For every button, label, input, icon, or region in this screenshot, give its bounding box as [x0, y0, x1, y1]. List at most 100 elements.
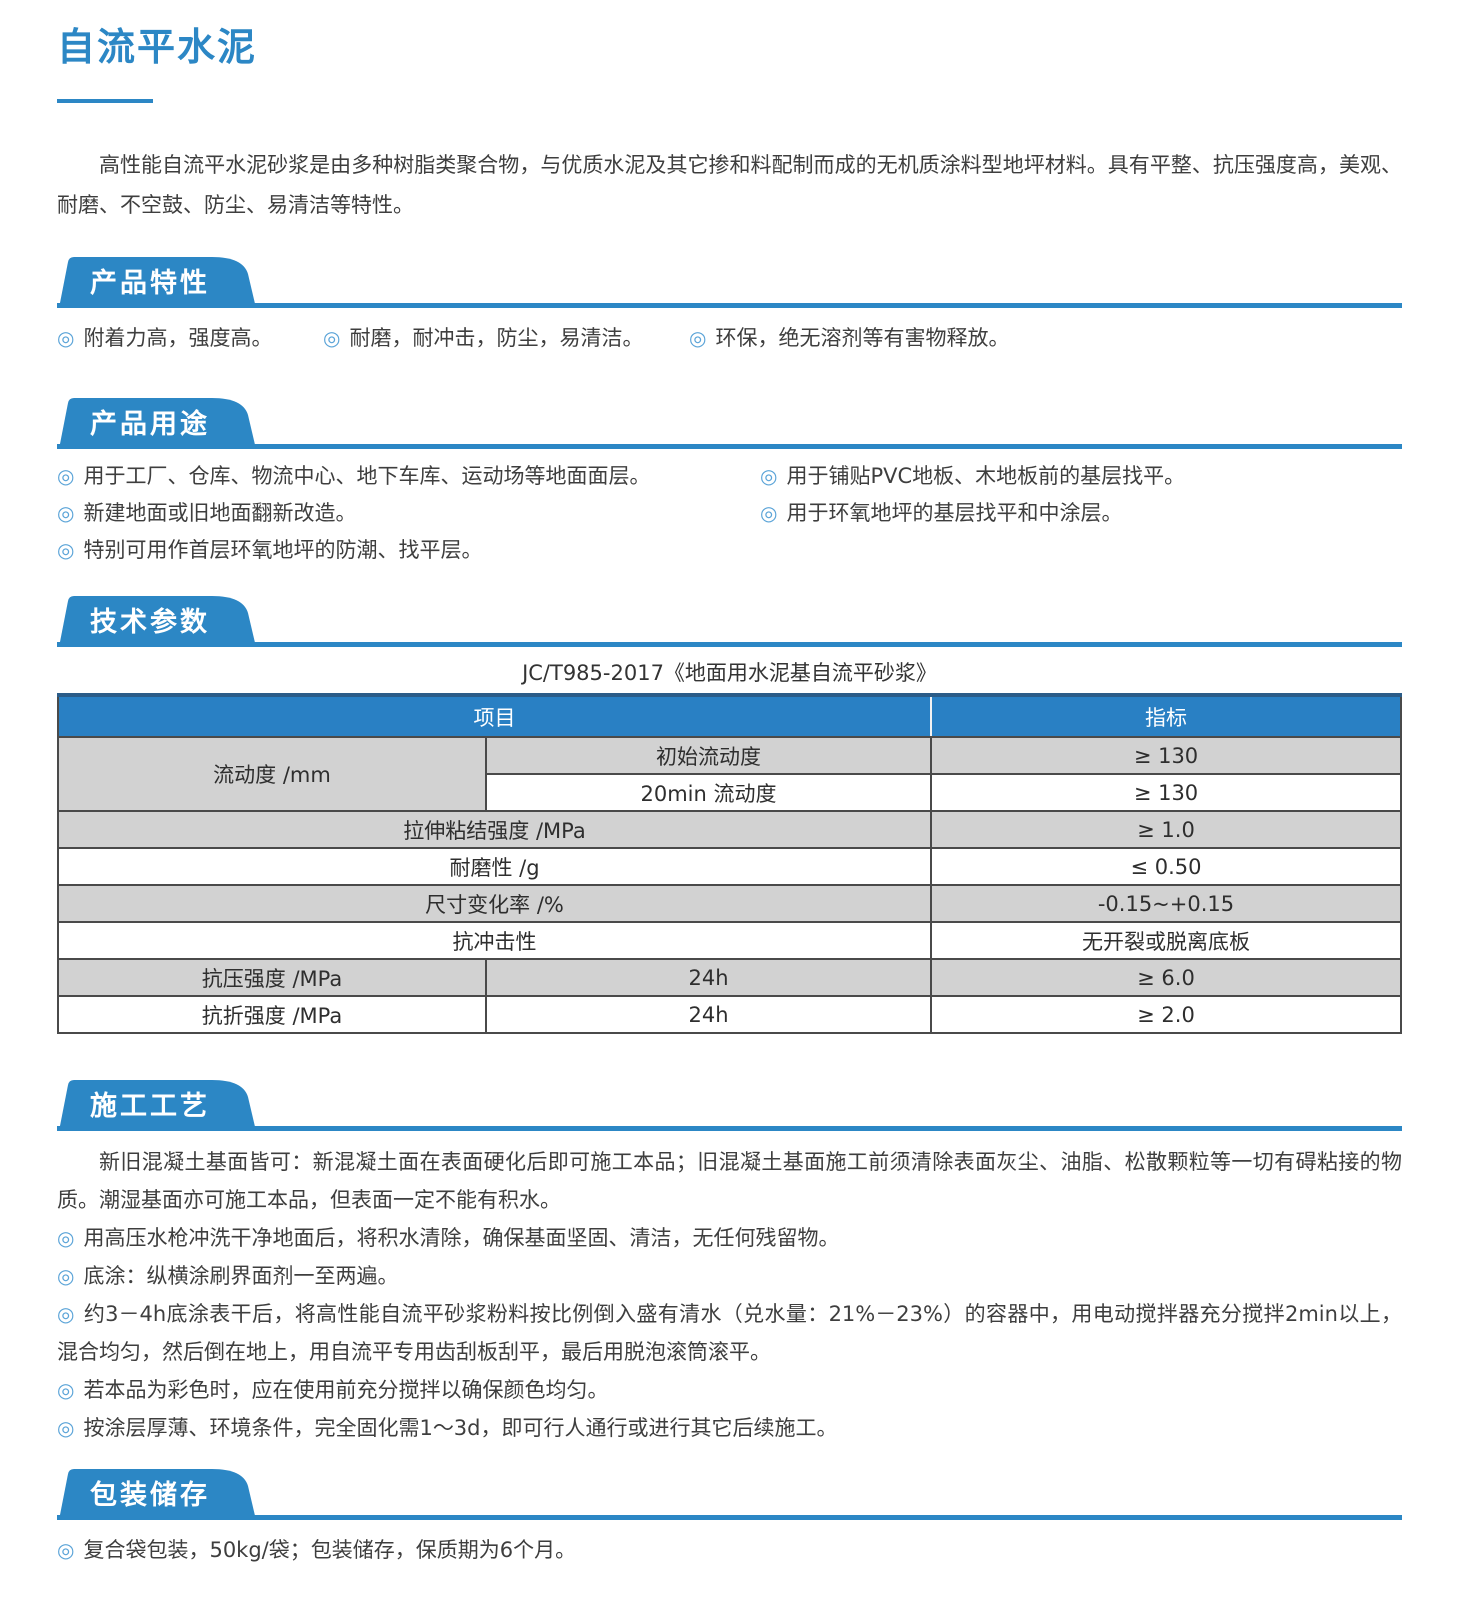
table-cell: 抗冲击性: [57, 921, 932, 960]
bullet-text: 底涂：纵横涂刷界面剂一至两遍。: [83, 1264, 399, 1288]
table-cell: 24h: [485, 995, 932, 1034]
bullet-item: ◎ 复合袋包装，50kg/袋；包装储存，保质期为6个月。: [57, 1538, 1402, 1562]
bullet-text: 耐磨，耐冲击，防尘，易清洁。: [349, 326, 644, 350]
table-header-row: 项目 指标: [57, 693, 1402, 738]
banner-shape-icon: [59, 596, 256, 647]
double-circle-bullet-icon: ◎: [57, 538, 75, 562]
uses-columns: ◎ 用于工厂、仓库、物流中心、地下车库、运动场等地面面层。 ◎ 新建地面或旧地面翻新改…: [57, 465, 1402, 576]
table-cell: 24h: [485, 958, 932, 997]
uses-left-column: ◎ 用于工厂、仓库、物流中心、地下车库、运动场等地面面层。 ◎ 新建地面或旧地面翻新改…: [57, 465, 760, 576]
bullet-text: 附着力高，强度高。: [83, 326, 273, 350]
double-circle-bullet-icon: ◎: [57, 1302, 75, 1326]
bullet-text: 用高压水枪冲洗干净地面后，将积水清除，确保基面坚固、清洁，无任何残留物。: [83, 1226, 840, 1250]
bullet-item: ◎ 用于铺贴PVC地板、木地板前的基层找平。: [760, 465, 1402, 487]
banner-shape-icon: [59, 1469, 256, 1520]
double-circle-bullet-icon: ◎: [57, 1378, 75, 1402]
bullet-item: ◎ 环保，绝无溶剂等有害物释放。: [689, 322, 1009, 352]
double-circle-bullet-icon: ◎: [57, 1264, 75, 1288]
table-row: 尺寸变化率 /% -0.15~+0.15: [57, 884, 1402, 923]
table-row: 耐磨性 /g ≤ 0.50: [57, 847, 1402, 886]
table-cell: ≥ 130: [930, 736, 1402, 775]
datasheet-page: 自流平水泥 高性能自流平水泥砂浆是由多种树脂类聚合物，与优质水泥及其它掺和料配制…: [57, 25, 1402, 1562]
parameters-table: 项目 指标 流动度 /mm 初始流动度 ≥ 130 20min 流动度 ≥ 130 拉伸粘…: [57, 693, 1402, 1034]
table-cell: 20min 流动度: [485, 773, 932, 812]
uses-right-column: ◎ 用于铺贴PVC地板、木地板前的基层找平。 ◎ 用于环氧地坪的基层找平和中涂层。: [760, 465, 1402, 576]
bullet-item: ◎ 用高压水枪冲洗干净地面后，将积水清除，确保基面坚固、清洁，无任何残留物。: [57, 1219, 1402, 1257]
section-heading: 产品特性: [90, 268, 210, 299]
section-packaging: 包装储存 ◎ 复合袋包装，50kg/袋；包装储存，保质期为6个月。: [57, 1469, 1402, 1562]
section-tech: 技术参数 JC/T985-2017《地面用水泥基自流平砂浆》 项目 指标 流动度…: [57, 596, 1402, 1034]
bullet-text: 按涂层厚薄、环境条件，完全固化需1～3d，即可行人通行或进行其它后续施工。: [83, 1416, 838, 1440]
double-circle-bullet-icon: ◎: [57, 464, 75, 488]
table-cell: ≥ 2.0: [930, 995, 1402, 1034]
bullet-item: ◎ 用于工厂、仓库、物流中心、地下车库、运动场等地面面层。: [57, 465, 760, 487]
column-header-item: 项目: [57, 693, 932, 738]
standard-caption: JC/T985-2017《地面用水泥基自流平砂浆》: [522, 661, 937, 685]
bullet-item: ◎ 若本品为彩色时，应在使用前充分搅拌以确保颜色均匀。: [57, 1371, 1402, 1409]
section-heading: 产品用途: [90, 409, 210, 440]
table-cell: 抗压强度 /MPa: [57, 958, 487, 997]
double-circle-bullet-icon: ◎: [57, 1226, 75, 1250]
table-cell: 抗折强度 /MPa: [57, 995, 487, 1034]
table-cell: 初始流动度: [485, 736, 932, 775]
section-tech-header: 技术参数: [57, 596, 1402, 647]
section-banner: 包装储存: [57, 1469, 257, 1520]
bullet-item: ◎ 按涂层厚薄、环境条件，完全固化需1～3d，即可行人通行或进行其它后续施工。: [57, 1409, 1402, 1447]
section-banner: 技术参数: [57, 596, 257, 647]
section-process-header: 施工工艺: [57, 1080, 1402, 1131]
table-row: 流动度 /mm 初始流动度 ≥ 130: [57, 736, 1402, 812]
intro-paragraph: 高性能自流平水泥砂浆是由多种树脂类聚合物，与优质水泥及其它掺和料配制而成的无机质…: [57, 153, 1402, 217]
title-underline: [57, 99, 153, 103]
features-bullet-list: ◎ 附着力高，强度高。 ◎ 耐磨，耐冲击，防尘，易清洁。 ◎ 环保，绝无溶剂等有害物释放。: [57, 322, 1402, 352]
table-cell: ≥ 6.0: [930, 958, 1402, 997]
bullet-text: 环保，绝无溶剂等有害物释放。: [715, 326, 1010, 350]
bullet-text: 用于工厂、仓库、物流中心、地下车库、运动场等地面面层。: [83, 464, 651, 488]
table-cell: ≤ 0.50: [930, 847, 1402, 886]
table-row: 抗折强度 /MPa 24h ≥ 2.0: [57, 995, 1402, 1034]
table-cell: 拉伸粘结强度 /MPa: [57, 810, 932, 849]
bullet-text: 复合袋包装，50kg/袋；包装储存，保质期为6个月。: [83, 1538, 577, 1562]
table-cell: -0.15~+0.15: [930, 884, 1402, 923]
section-banner: 产品特性: [57, 257, 257, 308]
table-row: 抗冲击性 无开裂或脱离底板: [57, 921, 1402, 960]
section-features: 产品特性 ◎ 附着力高，强度高。 ◎ 耐磨，耐冲击，防尘，易清洁。 ◎ 环保，绝无溶剂等有…: [57, 257, 1402, 352]
bullet-item: ◎ 耐磨，耐冲击，防尘，易清洁。: [323, 322, 689, 352]
packaging-bullet-list: ◎ 复合袋包装，50kg/袋；包装储存，保质期为6个月。: [57, 1538, 1402, 1562]
bullet-item: ◎ 新建地面或旧地面翻新改造。: [57, 502, 760, 524]
process-bullet-list: ◎ 用高压水枪冲洗干净地面后，将积水清除，确保基面坚固、清洁，无任何残留物。 ◎ 底涂…: [57, 1219, 1402, 1447]
section-features-header: 产品特性: [57, 257, 1402, 308]
section-banner: 产品用途: [57, 398, 257, 449]
process-paragraph: 新旧混凝土基面皆可：新混凝土面在表面硬化后即可施工本品；旧混凝土基面施工前须清除…: [57, 1150, 1402, 1212]
section-banner: 施工工艺: [57, 1080, 257, 1131]
double-circle-bullet-icon: ◎: [57, 501, 75, 525]
bullet-text: 特别可用作首层环氧地坪的防潮、找平层。: [83, 538, 483, 562]
table-cell: 尺寸变化率 /%: [57, 884, 932, 923]
section-heading: 施工工艺: [90, 1091, 210, 1122]
section-uses-header: 产品用途: [57, 398, 1402, 449]
double-circle-bullet-icon: ◎: [57, 1416, 75, 1440]
section-packaging-header: 包装储存: [57, 1469, 1402, 1520]
double-circle-bullet-icon: ◎: [57, 1538, 75, 1562]
double-circle-bullet-icon: ◎: [689, 326, 707, 350]
table-row: 拉伸粘结强度 /MPa ≥ 1.0: [57, 810, 1402, 849]
bullet-item: ◎ 特别可用作首层环氧地坪的防潮、找平层。: [57, 539, 760, 561]
column-header-index: 指标: [930, 693, 1402, 738]
table-row: 20min 流动度 ≥ 130: [58, 773, 1402, 812]
double-circle-bullet-icon: ◎: [57, 326, 75, 350]
banner-shape-icon: [59, 398, 256, 449]
banner-shape-icon: [59, 1080, 256, 1131]
section-heading: 技术参数: [90, 607, 210, 638]
double-circle-bullet-icon: ◎: [760, 501, 778, 525]
bullet-item: ◎ 约3－4h底涂表干后，将高性能自流平砂浆粉料按比例倒入盛有清水（兑水量：21%…: [57, 1295, 1402, 1371]
table-cell: ≥ 130: [930, 773, 1402, 812]
section-uses: 产品用途 ◎ 用于工厂、仓库、物流中心、地下车库、运动场等地面面层。 ◎ 新建地面或旧…: [57, 398, 1402, 576]
table-cell: ≥ 1.0: [930, 810, 1402, 849]
section-heading: 包装储存: [90, 1480, 210, 1511]
table-row: 抗压强度 /MPa 24h ≥ 6.0: [57, 958, 1402, 997]
bullet-item: ◎ 用于环氧地坪的基层找平和中涂层。: [760, 502, 1402, 524]
bullet-item: ◎ 附着力高，强度高。: [57, 322, 323, 352]
bullet-text: 用于环氧地坪的基层找平和中涂层。: [786, 501, 1123, 525]
table-cell: 无开裂或脱离底板: [930, 921, 1402, 960]
table-cell: 流动度 /mm: [57, 736, 487, 812]
bullet-text: 若本品为彩色时，应在使用前充分搅拌以确保颜色均匀。: [83, 1378, 609, 1402]
